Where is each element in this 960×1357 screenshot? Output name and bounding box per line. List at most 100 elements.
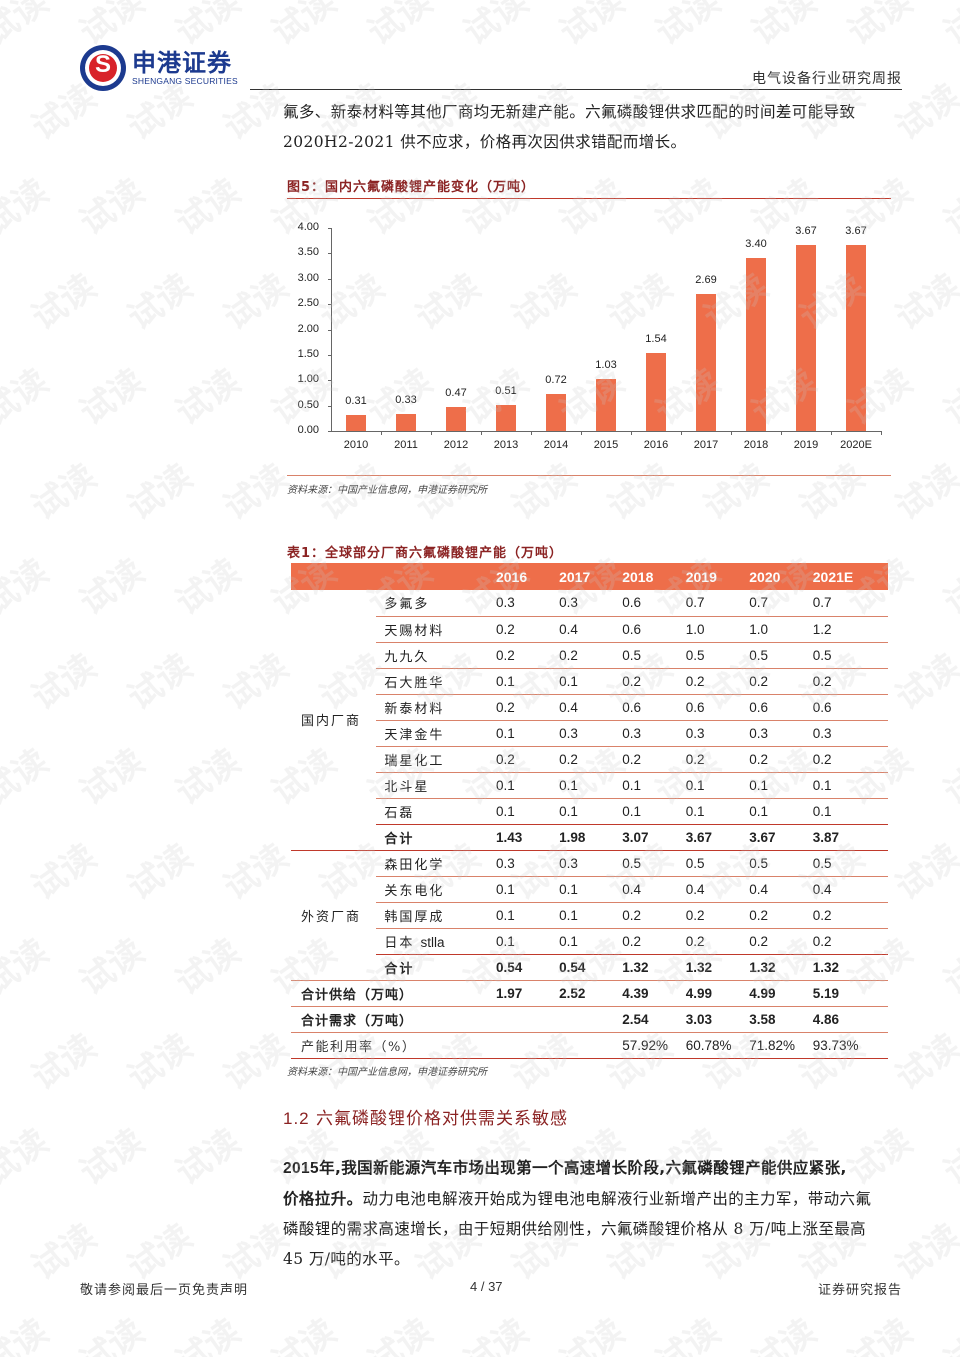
bar <box>346 415 366 431</box>
value-cell: 0.2 <box>749 667 813 694</box>
capacity-table: 2016 2017 2018 2019 2020 2021E 国内厂商 多氟多 0.… <box>291 563 888 1059</box>
value-cell: 0.2 <box>495 615 560 642</box>
value-cell: 0.1 <box>495 927 560 954</box>
watermark-text: 试读 <box>0 741 56 814</box>
subtotal-label: 合计 <box>376 823 496 850</box>
value-cell: 0.3 <box>749 719 813 746</box>
col-header: 2020 <box>749 563 813 590</box>
watermark-text: 试读 <box>888 646 960 719</box>
value-cell: 0.1 <box>812 797 888 824</box>
subtotal-row: 合计 1.43 1.98 3.07 3.67 3.67 3.87 <box>291 823 888 850</box>
subtotal-value: 0.54 <box>559 953 623 980</box>
x-tick-label: 2015 <box>593 439 619 451</box>
total-label: 产能利用率（%） <box>291 1031 496 1059</box>
subtotal-value: 1.32 <box>749 953 813 980</box>
value-cell: 1.0 <box>685 615 750 642</box>
x-tick-label: 2011 <box>394 439 418 451</box>
watermark-text: 试读 <box>936 361 960 434</box>
value-cell: 0.2 <box>559 641 623 668</box>
footer-doc-type: 证券研究报告 <box>817 1283 902 1298</box>
x-tick-label: 2017 <box>693 439 719 451</box>
table-row: 天赐材料 0.2 0.4 0.6 1.0 1.0 1.2 <box>291 615 888 642</box>
table-row: 新泰材料 0.2 0.4 0.6 0.6 0.6 0.6 <box>291 693 888 720</box>
vendor-name: 新泰材料 <box>376 693 496 720</box>
total-value: 93.73% <box>812 1031 888 1059</box>
x-tick-mark <box>631 431 632 435</box>
watermark-text: 试读 <box>936 171 960 244</box>
body-line-4: 45 万/吨的水平。 <box>283 1250 410 1268</box>
vendor-name: 关东电化 <box>376 875 496 902</box>
x-tick-label: 2014 <box>543 439 569 451</box>
intro-line-1: 氟多、新泰材料等其他厂商均无新建产能。六氟磷酸锂供求匹配的时间差可能导致 <box>283 103 856 121</box>
subtotal-value: 3.67 <box>749 823 813 850</box>
bar <box>446 407 466 431</box>
logo-english-name: SHENGANG SECURITIES <box>132 76 238 86</box>
y-tick-label: 1.00 <box>297 373 319 386</box>
value-cell: 0.6 <box>622 693 686 720</box>
value-cell: 0.2 <box>685 745 750 772</box>
y-tick-mark <box>328 329 332 331</box>
subtotal-value: 1.43 <box>495 823 560 850</box>
report-type: 电气设备行业研究周报 <box>752 71 902 87</box>
value-cell: 0.1 <box>495 667 560 694</box>
watermark-text: 试读 <box>72 741 152 814</box>
y-tick-mark <box>328 278 332 280</box>
header-divider <box>250 89 902 90</box>
vendor-name: 石大胜华 <box>376 667 496 694</box>
watermark-text: 试读 <box>216 646 296 719</box>
vendor-name: 日本 stlla <box>376 927 496 954</box>
y-tick-label: 3.00 <box>297 271 319 284</box>
total-value: 4.99 <box>749 979 813 1006</box>
x-tick-mark <box>781 431 782 435</box>
watermark-text: 试读 <box>120 1026 200 1099</box>
value-cell: 0.1 <box>495 875 560 902</box>
table-row: 北斗星 0.1 0.1 0.1 0.1 0.1 0.1 <box>291 771 888 798</box>
bar-value-label: 0.51 <box>495 385 517 398</box>
total-value: 5.19 <box>812 979 888 1006</box>
bar-value-label: 0.47 <box>445 387 467 400</box>
value-cell: 0.2 <box>812 927 888 954</box>
intro-line-2: 2020H2-2021 供不应求，价格再次因供求错配而增长。 <box>283 133 687 151</box>
total-value <box>495 1031 560 1059</box>
col-header: 2017 <box>559 563 623 590</box>
table-row: 石大胜华 0.1 0.1 0.2 0.2 0.2 0.2 <box>291 667 888 694</box>
bar <box>846 244 866 431</box>
watermark-text: 试读 <box>744 1311 824 1357</box>
table-row: 瑞星化工 0.2 0.2 0.2 0.2 0.2 0.2 <box>291 745 888 772</box>
bar-value-label: 0.33 <box>395 394 417 407</box>
bar <box>796 244 816 431</box>
total-value: 1.97 <box>495 979 560 1006</box>
figure-source-divider <box>287 475 891 476</box>
watermark-text: 试读 <box>168 1121 248 1194</box>
value-cell: 0.4 <box>812 875 888 902</box>
vendor-name: 石磊 <box>376 797 496 824</box>
value-cell: 0.3 <box>812 719 888 746</box>
y-tick-label: 2.50 <box>297 297 319 310</box>
y-tick-label: 0.50 <box>297 398 319 411</box>
y-tick-mark <box>328 253 332 255</box>
page-number: 4 / 37 <box>470 1279 503 1294</box>
value-cell: 0.3 <box>559 849 623 876</box>
company-logo: S 申港证券 SHENGANG SECURITIES <box>80 44 250 92</box>
watermark-text: 试读 <box>936 551 960 624</box>
watermark-text: 试读 <box>168 361 248 434</box>
value-cell: 0.1 <box>559 875 623 902</box>
value-cell: 0.5 <box>685 849 750 876</box>
value-cell: 0.6 <box>622 595 641 611</box>
watermark-text: 试读 <box>888 836 960 909</box>
value-cell: 0.1 <box>495 771 560 798</box>
watermark-text: 试读 <box>0 931 56 1004</box>
value-cell: 0.3 <box>559 719 623 746</box>
vendor-name: 天津金牛 <box>376 719 496 746</box>
bar <box>646 352 666 431</box>
y-tick-mark <box>328 354 332 356</box>
value-cell: 0.2 <box>812 667 888 694</box>
value-cell: 0.1 <box>685 771 750 798</box>
total-value: 2.52 <box>559 979 623 1006</box>
body-paragraph: 2015年,我国新能源汽车市场出现第一个高速增长阶段,六氟磷酸锂产能供应紧张, … <box>283 1153 903 1274</box>
total-value: 60.78% <box>685 1031 750 1059</box>
total-row: 合计需求（万吨） 2.54 3.03 3.58 4.86 <box>291 1005 888 1032</box>
value-cell: 1.0 <box>749 615 813 642</box>
value-cell: 0.2 <box>622 901 686 928</box>
value-cell: 0.6 <box>812 693 888 720</box>
